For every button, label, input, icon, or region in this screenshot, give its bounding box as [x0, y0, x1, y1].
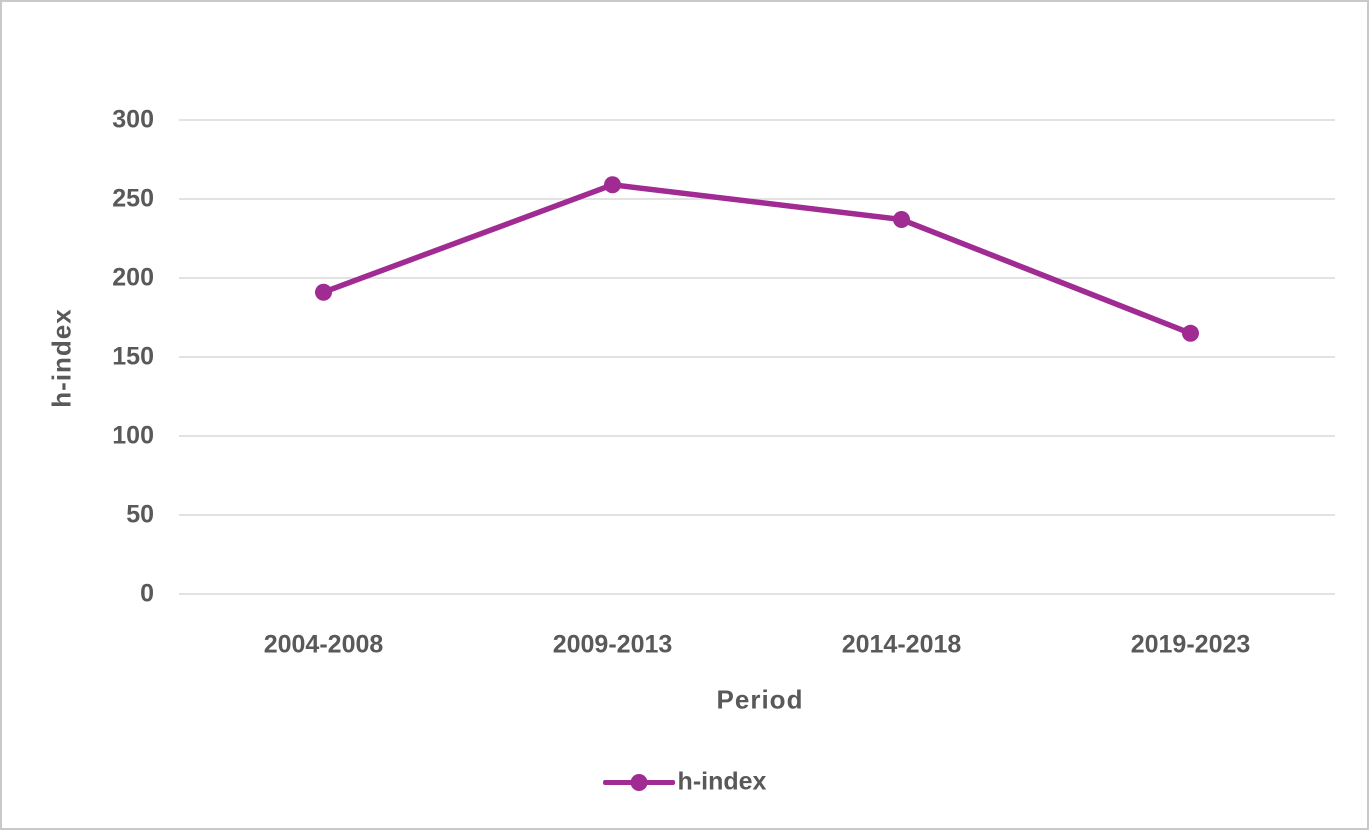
legend: h-index: [602, 767, 767, 797]
y-axis-title: h-index: [46, 308, 77, 408]
data-point-marker: [1182, 324, 1199, 342]
y-tick-label: 50: [126, 500, 154, 529]
y-tick-label: 250: [112, 184, 154, 213]
x-tick-label: 2019-2023: [1130, 630, 1251, 659]
data-point-marker: [604, 176, 621, 194]
data-point-marker: [315, 283, 332, 301]
y-tick-label: 150: [112, 342, 154, 371]
x-tick-label: 2014-2018: [841, 630, 962, 659]
x-tick-label: 2009-2013: [552, 630, 673, 659]
series-polyline: [320, 182, 1194, 337]
series-line: [320, 182, 1194, 337]
data-point-marker: [893, 211, 910, 229]
y-tick-label: 0: [140, 579, 154, 608]
y-tick-label: 300: [112, 105, 154, 134]
y-tick-label: 100: [112, 421, 154, 450]
x-tick-label: 2004-2008: [263, 630, 384, 659]
legend-series-label: h-index: [677, 767, 767, 796]
legend-line-marker-icon: [602, 773, 675, 791]
series-markers: [315, 176, 1199, 342]
x-axis-title: Period: [716, 684, 804, 715]
gridlines: [179, 119, 1335, 595]
y-tick-label: 200: [112, 263, 154, 292]
